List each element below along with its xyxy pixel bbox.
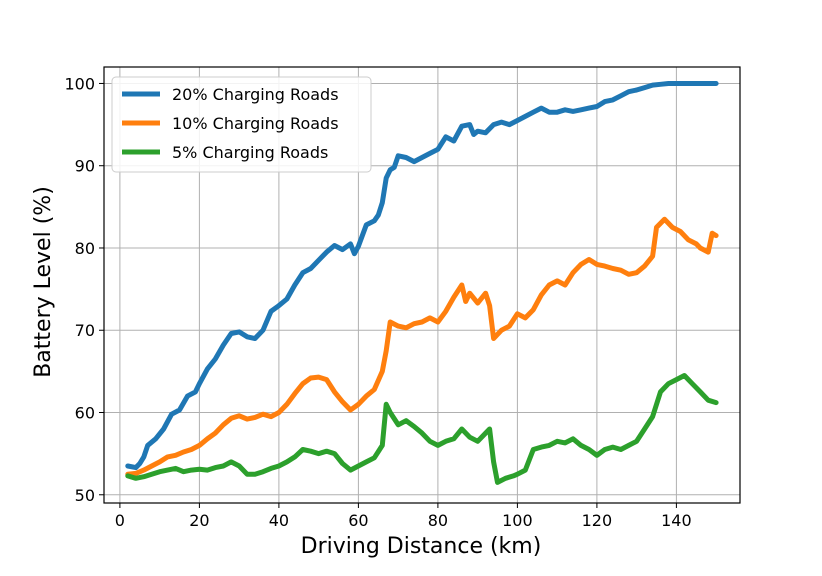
x-axis-label: Driving Distance (km) [301,534,542,559]
legend: 20% Charging Roads 10% Charging Roads 5% C… [111,76,372,173]
y-tick-label: 70 [75,321,95,340]
y-axis-label: Battery Level (%) [31,186,56,378]
y-tick-label: 100 [64,74,95,93]
y-tick-label: 50 [75,486,95,505]
legend-label-3: 5% Charging Roads [172,143,328,162]
y-tick-label: 90 [75,157,95,176]
y-tick-label: 60 [75,404,95,423]
y-tick-label: 80 [75,239,95,258]
x-tick-label: 0 [115,511,125,530]
series-line-1 [125,81,719,471]
x-tick-label: 40 [269,511,289,530]
legend-label-1: 20% Charging Roads [172,85,339,104]
plot-area-frame [103,66,741,504]
legend-box [111,76,372,173]
x-tick-label: 60 [348,511,368,530]
x-tick-label: 80 [428,511,448,530]
x-tick-label: 120 [582,511,613,530]
legend-label-2: 10% Charging Roads [172,114,339,133]
x-tick-label: 100 [502,511,533,530]
series-line-2 [125,216,719,477]
series-group [125,81,719,485]
x-tick-label: 20 [189,511,209,530]
axis-ticks: 0 20 40 60 80 100 120 140 50 60 70 80 90 100 [64,74,691,530]
series-line-3 [125,373,719,485]
x-tick-label: 140 [661,511,692,530]
